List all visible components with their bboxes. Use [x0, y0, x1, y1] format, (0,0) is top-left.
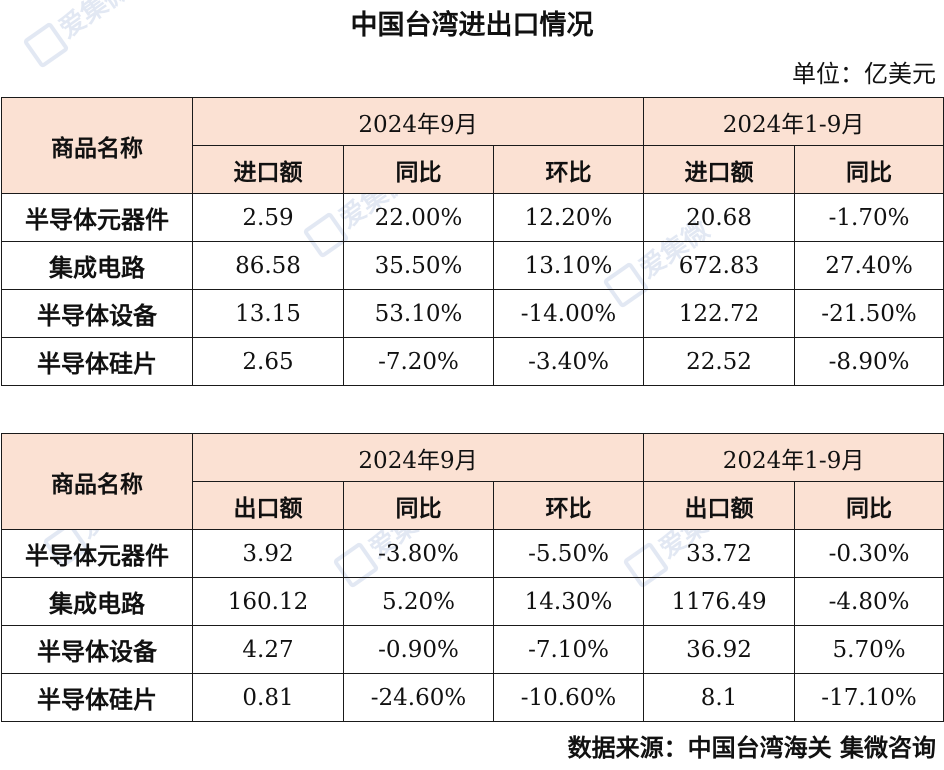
cell: 12.20%	[492, 193, 645, 242]
table-row: 半导体元器件 2.59 22.00% 12.20% 20.68 -1.70%	[1, 193, 944, 242]
table-row: 半导体设备 4.27 -0.90% -7.10% 36.92 5.70%	[1, 625, 944, 674]
column-header: 出口额	[643, 481, 796, 530]
cell: 36.92	[643, 625, 796, 674]
cell: 86.58	[192, 241, 344, 290]
period-header: 2024年1-9月	[643, 433, 944, 482]
cell: -17.10%	[794, 673, 944, 722]
cell: 22.00%	[343, 193, 494, 242]
row-name: 半导体设备	[1, 625, 193, 674]
row-name: 集成电路	[1, 241, 193, 290]
cell: 0.81	[192, 673, 344, 722]
table-row: 集成电路 86.58 35.50% 13.10% 672.83 27.40%	[1, 241, 944, 290]
cell: -7.20%	[343, 337, 494, 386]
cell: 27.40%	[794, 241, 944, 290]
cell: 22.52	[643, 337, 796, 386]
page-title: 中国台湾进出口情况	[350, 10, 594, 41]
cell: -14.00%	[492, 289, 645, 338]
table-header-row: 商品名称 2024年9月 2024年1-9月	[1, 433, 944, 530]
row-name: 集成电路	[1, 577, 193, 626]
import-table: 商品名称 2024年9月 2024年1-9月 进口额 同比 环比 进口额 同比 …	[1, 97, 944, 386]
column-header: 进口额	[643, 145, 796, 194]
table-subheader-row: 进口额 同比 环比 进口额 同比	[2, 145, 944, 194]
source-note: 数据来源：中国台湾海关 集微咨询	[567, 733, 936, 762]
name-header: 商品名称	[1, 433, 193, 530]
cell: -4.80%	[794, 577, 944, 626]
row-name: 半导体硅片	[1, 337, 193, 386]
cell: -24.60%	[343, 673, 494, 722]
row-name: 半导体硅片	[1, 673, 193, 722]
cell: -8.90%	[794, 337, 944, 386]
table-row: 半导体元器件 3.92 -3.80% -5.50% 33.72 -0.30%	[1, 529, 944, 578]
cell: -21.50%	[794, 289, 944, 338]
cell: -0.30%	[794, 529, 944, 578]
unit-label: 单位：亿美元	[792, 60, 936, 88]
table-row: 半导体硅片 0.81 -24.60% -10.60% 8.1 -17.10%	[1, 673, 944, 722]
column-header: 环比	[492, 145, 645, 194]
cell: 122.72	[643, 289, 796, 338]
period-header: 2024年9月	[191, 433, 645, 482]
cell: 20.68	[643, 193, 796, 242]
column-header: 同比	[343, 481, 494, 530]
cell: 35.50%	[343, 241, 494, 290]
column-header: 环比	[492, 481, 645, 530]
cell: -1.70%	[794, 193, 944, 242]
column-header: 同比	[794, 145, 944, 194]
period-header: 2024年1-9月	[643, 97, 944, 146]
cell: 5.20%	[343, 577, 494, 626]
cell: -7.10%	[492, 625, 645, 674]
cell: 3.92	[192, 529, 344, 578]
table-subheader-row: 出口额 同比 环比 出口额 同比	[2, 481, 944, 530]
column-header: 出口额	[192, 481, 344, 530]
cell: -0.90%	[343, 625, 494, 674]
column-header: 同比	[343, 145, 494, 194]
cell: 8.1	[643, 673, 796, 722]
cell: 13.15	[192, 289, 344, 338]
name-header: 商品名称	[1, 97, 193, 194]
column-header: 同比	[794, 481, 944, 530]
row-name: 半导体设备	[1, 289, 193, 338]
cell: 2.65	[192, 337, 344, 386]
cell: 160.12	[192, 577, 344, 626]
cell: 2.59	[192, 193, 344, 242]
table-row: 半导体设备 13.15 53.10% -14.00% 122.72 -21.50…	[1, 289, 944, 338]
row-name: 半导体元器件	[1, 529, 193, 578]
period-header: 2024年9月	[191, 97, 645, 146]
cell: 14.30%	[492, 577, 645, 626]
table-row: 集成电路 160.12 5.20% 14.30% 1176.49 -4.80%	[1, 577, 944, 626]
column-header: 进口额	[192, 145, 344, 194]
row-name: 半导体元器件	[1, 193, 193, 242]
table-header-row: 商品名称 2024年9月 2024年1-9月	[1, 97, 944, 194]
cell: -5.50%	[492, 529, 645, 578]
cell: 672.83	[643, 241, 796, 290]
cell: -3.40%	[492, 337, 645, 386]
cell: -3.80%	[343, 529, 494, 578]
cell: 53.10%	[343, 289, 494, 338]
cell: 13.10%	[492, 241, 645, 290]
cell: 33.72	[643, 529, 796, 578]
cell: 4.27	[192, 625, 344, 674]
cell: -10.60%	[492, 673, 645, 722]
cell: 1176.49	[643, 577, 796, 626]
table-row: 半导体硅片 2.65 -7.20% -3.40% 22.52 -8.90%	[1, 337, 944, 386]
cell: 5.70%	[794, 625, 944, 674]
export-table: 商品名称 2024年9月 2024年1-9月 出口额 同比 环比 出口额 同比 …	[1, 433, 944, 722]
